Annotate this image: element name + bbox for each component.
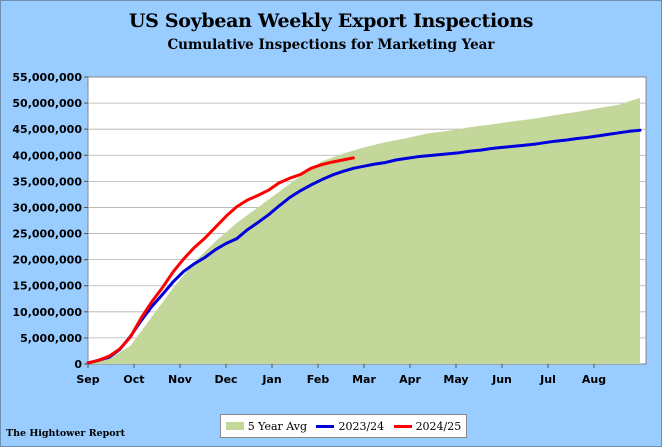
series-layer xyxy=(86,97,642,365)
x-tick-label-jan: Jan xyxy=(261,373,281,386)
x-tick-label-mar: Mar xyxy=(352,373,376,386)
legend-swatch-5yr-avg xyxy=(225,422,244,430)
y-tick-label-4: 20,000,000 xyxy=(12,254,82,267)
chart-legend: 5 Year Avg 2023/24 2024/25 xyxy=(220,414,467,438)
chart-title: US Soybean Weekly Export Inspections xyxy=(128,10,534,32)
x-tick-label-nov: Nov xyxy=(168,373,193,386)
y-tick-label-9: 45,000,000 xyxy=(12,123,82,136)
x-tick-label-feb: Feb xyxy=(307,373,330,386)
y-tick-label-10: 50,000,000 xyxy=(12,97,82,110)
legend-swatch-2024-25 xyxy=(393,424,412,428)
x-tick-label-oct: Oct xyxy=(123,373,144,386)
y-axis-ticks: 0 5,000,000 10,000,000 15,000,000 20,000,000… xyxy=(12,71,88,371)
legend-label-2024-25: 2024/25 xyxy=(415,419,462,433)
y-tick-label-11: 55,000,000 xyxy=(12,71,82,84)
y-tick-label-5: 25,000,000 xyxy=(12,228,82,241)
y-tick-label-8: 40,000,000 xyxy=(12,149,82,162)
x-tick-label-aug: Aug xyxy=(582,373,606,386)
legend-swatch-2023-24 xyxy=(316,424,335,428)
x-tick-label-jun: Jun xyxy=(491,373,512,386)
x-tick-label-dec: Dec xyxy=(214,373,237,386)
x-tick-label-may: May xyxy=(443,373,468,386)
series-line-2023-24 xyxy=(86,128,642,365)
series-area-5-year-avg xyxy=(88,97,640,365)
chart-subtitle: Cumulative Inspections for Marketing Yea… xyxy=(167,37,495,53)
footer-source: The Hightower Report xyxy=(6,428,126,439)
legend-item-2024-25: 2024/25 xyxy=(393,419,462,433)
y-tick-label-7: 35,000,000 xyxy=(12,175,82,188)
series-line-2024-25 xyxy=(86,156,355,365)
y-tick-label-1: 5,000,000 xyxy=(20,332,82,345)
y-tick-label-0: 0 xyxy=(74,358,82,371)
legend-item-2023-24: 2023/24 xyxy=(316,420,384,433)
legend-label-5yr-avg: 5 Year Avg xyxy=(247,419,308,433)
legend-label-2023-24: 2023/24 xyxy=(338,419,385,433)
x-tick-label-sep: Sep xyxy=(76,373,99,386)
y-tick-label-6: 30,000,000 xyxy=(12,201,82,214)
x-axis-ticks: Sep Oct Nov Dec Jan Feb Mar Apr May Jun Jul Aug xyxy=(76,364,606,386)
y-tick-label-2: 10,000,000 xyxy=(12,306,82,319)
x-tick-label-jul: Jul xyxy=(539,373,556,386)
legend-item-5yr-avg: 5 Year Avg xyxy=(225,419,308,433)
y-tick-label-3: 15,000,000 xyxy=(12,280,82,293)
x-tick-label-apr: Apr xyxy=(399,373,421,386)
